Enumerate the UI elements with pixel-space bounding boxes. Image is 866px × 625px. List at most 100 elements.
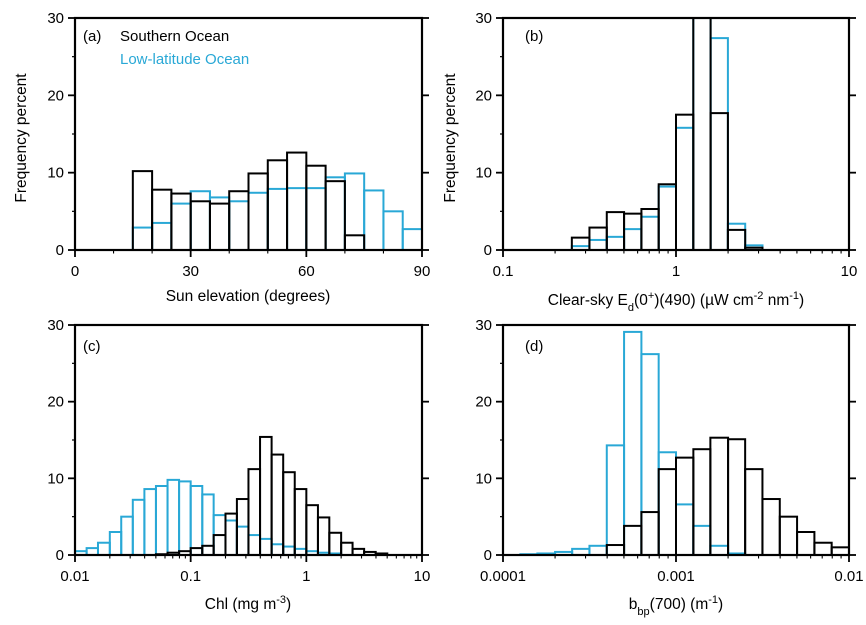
bar-low-latitude-ocean-c-17 bbox=[270, 543, 285, 557]
bar-low-latitude-ocean-a-1 bbox=[151, 221, 173, 251]
bars-b bbox=[570, 17, 764, 252]
bar-low-latitude-ocean-c-5 bbox=[131, 498, 146, 556]
bar-southern-ocean-c-18 bbox=[282, 471, 296, 557]
xlabel-a: Sun elevation (degrees) bbox=[166, 288, 331, 305]
bars-a bbox=[131, 151, 424, 252]
x-tick-label-c-3: 10 bbox=[414, 568, 431, 585]
bar-low-latitude-ocean-a-8 bbox=[286, 187, 308, 252]
panel-b: Frequency percent Clear-sky Ed(0+)(490) … bbox=[442, 10, 857, 314]
bar-low-latitude-ocean-b-1 bbox=[588, 238, 608, 251]
bar-low-latitude-ocean-b-9 bbox=[726, 222, 747, 252]
bar-southern-ocean-d-19 bbox=[830, 546, 850, 557]
x-tick-label-c-0: 0.01 bbox=[60, 568, 89, 585]
xlabel-b: Clear-sky Ed(0+)(490) (µW cm-2 nm-1) bbox=[548, 290, 804, 314]
bar-southern-ocean-b-0 bbox=[570, 236, 591, 252]
y-tick-label-b-0: 0 bbox=[484, 242, 492, 259]
bar-low-latitude-ocean-a-9 bbox=[305, 187, 327, 252]
bar-low-latitude-ocean-c-2 bbox=[96, 541, 111, 556]
bar-low-latitude-ocean-a-13 bbox=[382, 210, 404, 251]
bar-southern-ocean-c-20 bbox=[305, 504, 319, 557]
bar-southern-ocean-c-21 bbox=[316, 516, 331, 556]
bar-southern-ocean-b-2 bbox=[605, 211, 626, 251]
bar-low-latitude-ocean-a-5 bbox=[228, 200, 250, 251]
bar-low-latitude-ocean-a-14 bbox=[401, 228, 424, 251]
x-tick-label-b-2: 10 bbox=[841, 263, 858, 280]
bar-low-latitude-ocean-d-11 bbox=[692, 524, 712, 556]
bar-southern-ocean-c-11 bbox=[201, 544, 215, 556]
bar-southern-ocean-a-3 bbox=[189, 200, 211, 251]
bar-southern-ocean-b-1 bbox=[588, 226, 608, 252]
bar-southern-ocean-d-16 bbox=[778, 515, 799, 556]
bar-low-latitude-ocean-a-11 bbox=[343, 172, 366, 251]
y-tick-label-c-2: 20 bbox=[47, 394, 64, 411]
bar-low-latitude-ocean-a-3 bbox=[189, 190, 211, 251]
bar-southern-ocean-a-6 bbox=[247, 172, 269, 251]
bar-low-latitude-ocean-c-4 bbox=[120, 515, 134, 556]
ylabel-b: Frequency percent bbox=[442, 73, 459, 203]
y-tick-label-d-1: 10 bbox=[475, 470, 492, 487]
bar-southern-ocean-a-5 bbox=[228, 190, 250, 251]
bar-southern-ocean-b-3 bbox=[623, 212, 643, 251]
bar-southern-ocean-d-18 bbox=[813, 541, 833, 556]
y-tick-label-a-1: 10 bbox=[47, 165, 64, 182]
bar-low-latitude-ocean-a-2 bbox=[170, 202, 192, 252]
panel-a: Frequency percent Sun elevation (degrees… bbox=[13, 10, 430, 305]
legend-southern-ocean: Southern Ocean bbox=[120, 28, 229, 45]
y-tick-label-a-2: 20 bbox=[47, 87, 64, 104]
bar-low-latitude-ocean-d-5 bbox=[588, 544, 608, 556]
x-tick-label-a-0: 0 bbox=[71, 263, 79, 280]
x-tick-label-c-1: 0.1 bbox=[180, 568, 201, 585]
bar-low-latitude-ocean-d-9 bbox=[657, 451, 677, 556]
bar-low-latitude-ocean-b-8 bbox=[709, 37, 729, 251]
bar-low-latitude-ocean-d-6 bbox=[605, 444, 626, 556]
panel-d: bbp(700) (m-1) (d) 0 10 20 30 0.0001 0.001 0.0… bbox=[475, 317, 863, 618]
bar-southern-ocean-a-4 bbox=[208, 202, 231, 252]
bar-low-latitude-ocean-c-9 bbox=[178, 480, 192, 556]
bar-southern-ocean-c-23 bbox=[340, 541, 354, 556]
bar-low-latitude-ocean-c-6 bbox=[143, 488, 157, 557]
bar-southern-ocean-b-9 bbox=[726, 228, 747, 251]
bar-low-latitude-ocean-c-13 bbox=[224, 519, 238, 556]
bar-southern-ocean-d-8 bbox=[640, 511, 660, 557]
bar-low-latitude-ocean-a-4 bbox=[208, 196, 231, 252]
bar-southern-ocean-d-14 bbox=[744, 468, 764, 557]
x-tick-label-d-0: 0.0001 bbox=[480, 568, 526, 585]
bar-southern-ocean-a-9 bbox=[305, 164, 327, 252]
bar-low-latitude-ocean-c-10 bbox=[189, 485, 204, 556]
bar-low-latitude-ocean-d-8 bbox=[640, 353, 660, 556]
bar-southern-ocean-b-6 bbox=[675, 113, 695, 251]
bar-southern-ocean-a-8 bbox=[286, 151, 308, 251]
y-tick-label-d-2: 20 bbox=[475, 394, 492, 411]
y-tick-label-b-3: 30 bbox=[475, 10, 492, 27]
bar-southern-ocean-b-8 bbox=[709, 112, 729, 252]
bar-southern-ocean-a-2 bbox=[170, 192, 192, 252]
bar-low-latitude-ocean-b-6 bbox=[675, 126, 695, 251]
bar-southern-ocean-d-11 bbox=[692, 448, 712, 557]
bar-southern-ocean-d-7 bbox=[623, 524, 643, 556]
y-tick-label-c-1: 10 bbox=[47, 470, 64, 487]
bar-southern-ocean-b-4 bbox=[640, 208, 660, 251]
xlabel-d: bbp(700) (m-1) bbox=[629, 594, 723, 618]
bar-low-latitude-ocean-c-3 bbox=[108, 531, 123, 556]
x-tick-label-a-2: 60 bbox=[298, 263, 315, 280]
legend-low-latitude-ocean: Low-latitude Ocean bbox=[120, 51, 249, 68]
y-tick-label-d-0: 0 bbox=[484, 547, 492, 564]
x-tick-label-a-3: 90 bbox=[414, 263, 431, 280]
bar-low-latitude-ocean-d-10 bbox=[675, 503, 695, 556]
x-tick-label-c-2: 1 bbox=[302, 568, 310, 585]
x-tick-label-d-1: 0.001 bbox=[657, 568, 695, 585]
panel-label-d: (d) bbox=[525, 338, 543, 355]
bar-southern-ocean-a-7 bbox=[266, 159, 289, 251]
bar-low-latitude-ocean-a-12 bbox=[363, 189, 385, 251]
bar-southern-ocean-c-19 bbox=[293, 488, 308, 557]
ylabel-a: Frequency percent bbox=[13, 73, 30, 203]
y-tick-label-c-3: 30 bbox=[47, 317, 64, 334]
bar-low-latitude-ocean-c-16 bbox=[259, 537, 273, 557]
panel-label-a: (a) bbox=[83, 28, 101, 45]
bar-low-latitude-ocean-c-14 bbox=[235, 525, 250, 557]
bar-low-latitude-ocean-c-15 bbox=[247, 534, 262, 557]
bar-southern-ocean-c-12 bbox=[212, 534, 227, 557]
x-tick-label-b-0: 0.1 bbox=[493, 263, 514, 280]
